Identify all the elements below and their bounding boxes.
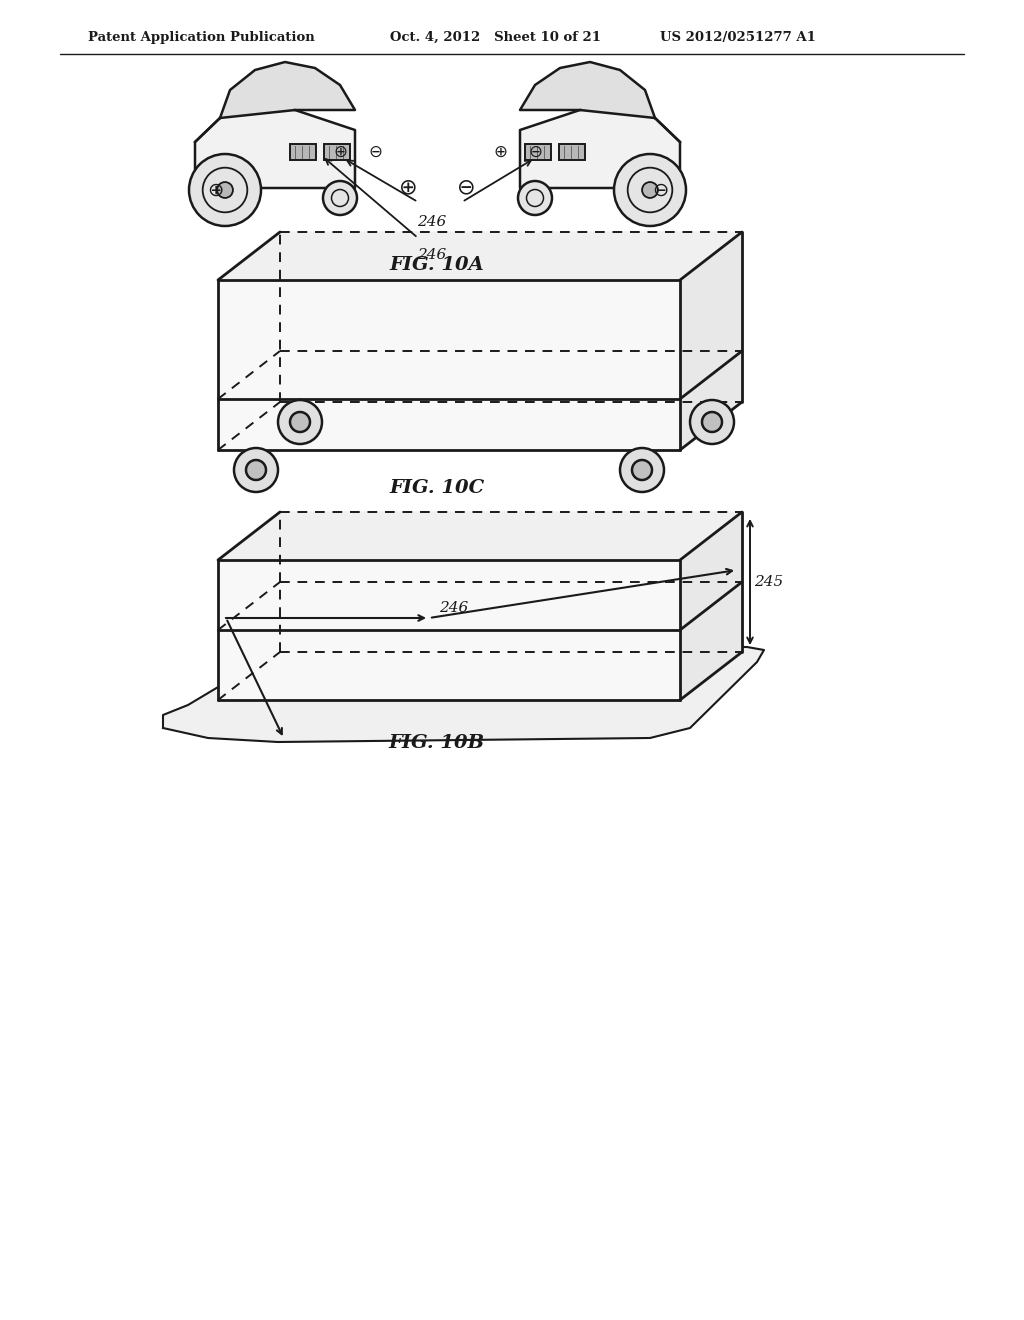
Polygon shape <box>195 110 355 187</box>
Circle shape <box>642 182 657 198</box>
Polygon shape <box>163 647 764 742</box>
Polygon shape <box>220 62 355 117</box>
Text: $\ominus$: $\ominus$ <box>368 143 382 161</box>
Text: FIG. 10C: FIG. 10C <box>389 479 484 498</box>
Circle shape <box>620 447 664 492</box>
Text: $\ominus$: $\ominus$ <box>456 178 474 198</box>
Bar <box>290 144 316 160</box>
Text: FIG. 10B: FIG. 10B <box>389 734 485 752</box>
Circle shape <box>290 412 310 432</box>
Text: $\oplus$: $\oplus$ <box>493 143 507 161</box>
Text: $\ominus$: $\ominus$ <box>527 143 543 161</box>
Circle shape <box>234 447 278 492</box>
Bar <box>559 144 585 160</box>
Polygon shape <box>520 110 680 187</box>
Polygon shape <box>218 232 742 280</box>
Text: Patent Application Publication: Patent Application Publication <box>88 30 314 44</box>
Bar <box>324 144 350 160</box>
Text: 246: 246 <box>418 248 446 261</box>
Circle shape <box>614 154 686 226</box>
Text: US 2012/0251277 A1: US 2012/0251277 A1 <box>660 30 816 44</box>
Circle shape <box>278 400 322 444</box>
Text: 245: 245 <box>754 576 783 589</box>
Polygon shape <box>218 280 680 450</box>
Polygon shape <box>520 62 655 117</box>
Polygon shape <box>218 560 680 700</box>
Polygon shape <box>680 512 742 700</box>
Text: $\ominus$: $\ominus$ <box>651 181 669 199</box>
Circle shape <box>702 412 722 432</box>
Text: FIG. 10A: FIG. 10A <box>389 256 484 275</box>
Circle shape <box>217 182 232 198</box>
Polygon shape <box>218 512 742 560</box>
Text: $\oplus$: $\oplus$ <box>207 181 223 199</box>
Polygon shape <box>680 232 742 450</box>
Text: Oct. 4, 2012   Sheet 10 of 21: Oct. 4, 2012 Sheet 10 of 21 <box>390 30 601 44</box>
Circle shape <box>189 154 261 226</box>
Circle shape <box>632 459 652 480</box>
Circle shape <box>246 459 266 480</box>
Circle shape <box>518 181 552 215</box>
Text: $\oplus$: $\oplus$ <box>397 178 417 198</box>
Text: 246: 246 <box>418 215 446 228</box>
Circle shape <box>323 181 357 215</box>
Text: 246: 246 <box>439 601 468 615</box>
Circle shape <box>690 400 734 444</box>
Bar <box>525 144 551 160</box>
Text: $\oplus$: $\oplus$ <box>333 143 347 161</box>
